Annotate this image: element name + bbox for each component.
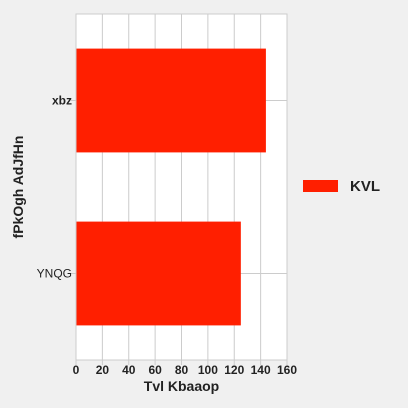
x-tick-label: 120 xyxy=(224,363,244,377)
x-tick-label: 100 xyxy=(198,363,218,377)
x-tick-label: 80 xyxy=(175,363,189,377)
y-axis-title: fPkOgh AdJfHn xyxy=(10,136,26,239)
legend-label-kvl: KVL xyxy=(350,178,380,195)
x-axis-title: Tvl Kbaaop xyxy=(144,378,219,394)
y-axis-ticks: xbz YNQG xyxy=(37,94,72,281)
x-tick-label: 60 xyxy=(148,363,162,377)
x-tick-label: 140 xyxy=(251,363,271,377)
x-tick-label: 20 xyxy=(96,363,110,377)
plot-border xyxy=(75,13,288,361)
bars xyxy=(76,48,266,326)
x-tick-label: 0 xyxy=(73,363,80,377)
legend-swatch-kvl xyxy=(303,180,338,192)
bar-xbz xyxy=(76,48,266,153)
y-tick-label: xbz xyxy=(52,94,72,108)
bar-ynqg xyxy=(76,221,241,326)
x-tick-label: 40 xyxy=(122,363,136,377)
x-tick-label: 160 xyxy=(277,363,297,377)
legend: KVL xyxy=(303,178,380,195)
y-tick-label: YNQG xyxy=(37,267,72,281)
x-axis-ticks: 0 20 40 60 80 100 120 140 160 xyxy=(73,363,298,377)
